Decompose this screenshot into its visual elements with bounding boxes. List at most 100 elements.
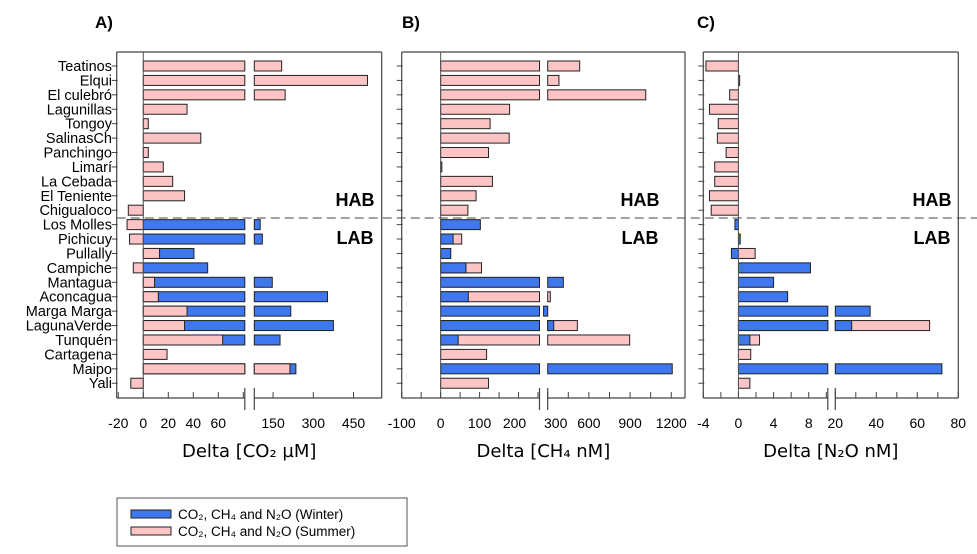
bar-summer xyxy=(440,190,477,202)
x-tick-label: -100 xyxy=(388,415,416,431)
bar-winter xyxy=(253,219,261,231)
bar-summer xyxy=(714,175,739,187)
bar-winter xyxy=(253,233,263,245)
legend: CO₂, CH₄ and N₂O (Winter) CO₂, CH₄ and N… xyxy=(116,497,408,547)
bar-summer xyxy=(737,348,752,360)
bar-summer xyxy=(142,175,174,187)
x-axis-title: Delta [N₂O nM] xyxy=(763,441,898,462)
zone-label-lab: LAB xyxy=(337,228,374,248)
bar-summer xyxy=(710,204,739,216)
bar-summer xyxy=(440,89,540,101)
x-tick-label: 20 xyxy=(161,415,177,431)
bar-winter xyxy=(440,247,452,259)
category-label: Aconcagua xyxy=(39,290,112,306)
bar-summer xyxy=(142,103,188,115)
category-label: Yali xyxy=(89,376,112,392)
bar-winter xyxy=(547,320,555,332)
bar-summer xyxy=(440,175,493,187)
legend-label-winter: CO₂, CH₄ and N₂O (Winter) xyxy=(178,507,343,522)
bar-summer xyxy=(729,89,739,101)
category-label: Tunquén xyxy=(55,333,112,349)
bar-summer xyxy=(142,190,186,202)
bar-summer xyxy=(142,132,202,144)
category-label: Mantagua xyxy=(48,275,113,291)
legend-label-summer: CO₂, CH₄ and N₂O (Summer) xyxy=(178,524,355,539)
x-tick-label: 300 xyxy=(302,415,326,431)
bar-summer xyxy=(440,348,488,360)
x-tick-label: 8 xyxy=(805,415,813,431)
x-tick-label: 200 xyxy=(503,415,527,431)
x-tick-label: 80 xyxy=(951,415,967,431)
category-label: Los Molles xyxy=(43,218,112,234)
bar-summer xyxy=(126,219,144,231)
legend-box xyxy=(116,497,408,547)
bar-summer xyxy=(547,334,631,346)
legend-swatch-summer xyxy=(130,526,172,536)
x-tick-label: 0 xyxy=(735,415,743,431)
x-tick-label: 1200 xyxy=(656,415,687,431)
bar-winter xyxy=(737,320,829,332)
x-tick-label: 40 xyxy=(186,415,202,431)
x-tick-label: 450 xyxy=(342,415,366,431)
bar-summer xyxy=(253,363,291,375)
bar-winter xyxy=(737,291,789,303)
bar-summer xyxy=(142,247,161,259)
bar-winter xyxy=(440,305,540,317)
bar-summer xyxy=(142,74,246,86)
bar-winter xyxy=(834,305,871,317)
bar-winter xyxy=(737,262,811,274)
bar-summer xyxy=(708,190,739,202)
bar-summer xyxy=(142,60,246,72)
category-label: La Cebada xyxy=(41,174,113,190)
bar-summer xyxy=(253,89,286,101)
category-label: Cartagena xyxy=(44,347,113,363)
category-label: Teatinos xyxy=(58,59,112,75)
bar-summer xyxy=(253,74,368,86)
panel-label: C) xyxy=(697,13,715,32)
bar-winter xyxy=(440,320,540,332)
bar-winter xyxy=(142,219,246,231)
bar-summer xyxy=(547,291,551,303)
bar-summer xyxy=(142,276,156,288)
x-axis-title: Delta [CO₂ µM] xyxy=(182,441,316,462)
bar-winter xyxy=(834,320,853,332)
bar-summer xyxy=(547,60,581,72)
bar-summer xyxy=(440,132,510,144)
x-tick-label: -20 xyxy=(108,415,128,431)
zone-label-hab: HAB xyxy=(913,190,952,210)
bar-summer xyxy=(127,204,144,216)
x-tick-label: 150 xyxy=(261,415,285,431)
bar-summer xyxy=(142,291,159,303)
bar-winter xyxy=(440,334,459,346)
bar-winter xyxy=(737,334,751,346)
bar-summer xyxy=(714,161,739,173)
zone-label-hab: HAB xyxy=(336,190,375,210)
bar-summer xyxy=(440,60,540,72)
bar-winter xyxy=(737,363,829,375)
bar-summer xyxy=(440,103,511,115)
bar-winter xyxy=(440,233,454,245)
x-tick-label: 0 xyxy=(437,415,445,431)
category-label: Elqui xyxy=(80,73,112,89)
bar-winter xyxy=(734,219,739,231)
x-tick-label: 40 xyxy=(869,415,885,431)
bar-winter xyxy=(834,363,943,375)
panel-label: B) xyxy=(402,13,420,32)
category-label: SalinasCh xyxy=(46,131,112,147)
x-tick-label: 60 xyxy=(211,415,227,431)
bar-winter xyxy=(737,305,829,317)
bar-winter xyxy=(142,262,209,274)
bar-summer xyxy=(737,247,756,259)
bar-winter xyxy=(737,276,775,288)
x-tick-label: -4 xyxy=(697,415,710,431)
x-tick-label: 4 xyxy=(770,415,778,431)
bar-summer xyxy=(142,348,168,360)
x-tick-label: 0 xyxy=(139,415,147,431)
x-tick-label: 100 xyxy=(468,415,492,431)
bar-winter xyxy=(440,363,540,375)
bar-winter xyxy=(142,276,246,288)
category-label: Pullally xyxy=(66,246,113,262)
bar-summer xyxy=(142,363,246,375)
bar-summer xyxy=(440,147,490,159)
